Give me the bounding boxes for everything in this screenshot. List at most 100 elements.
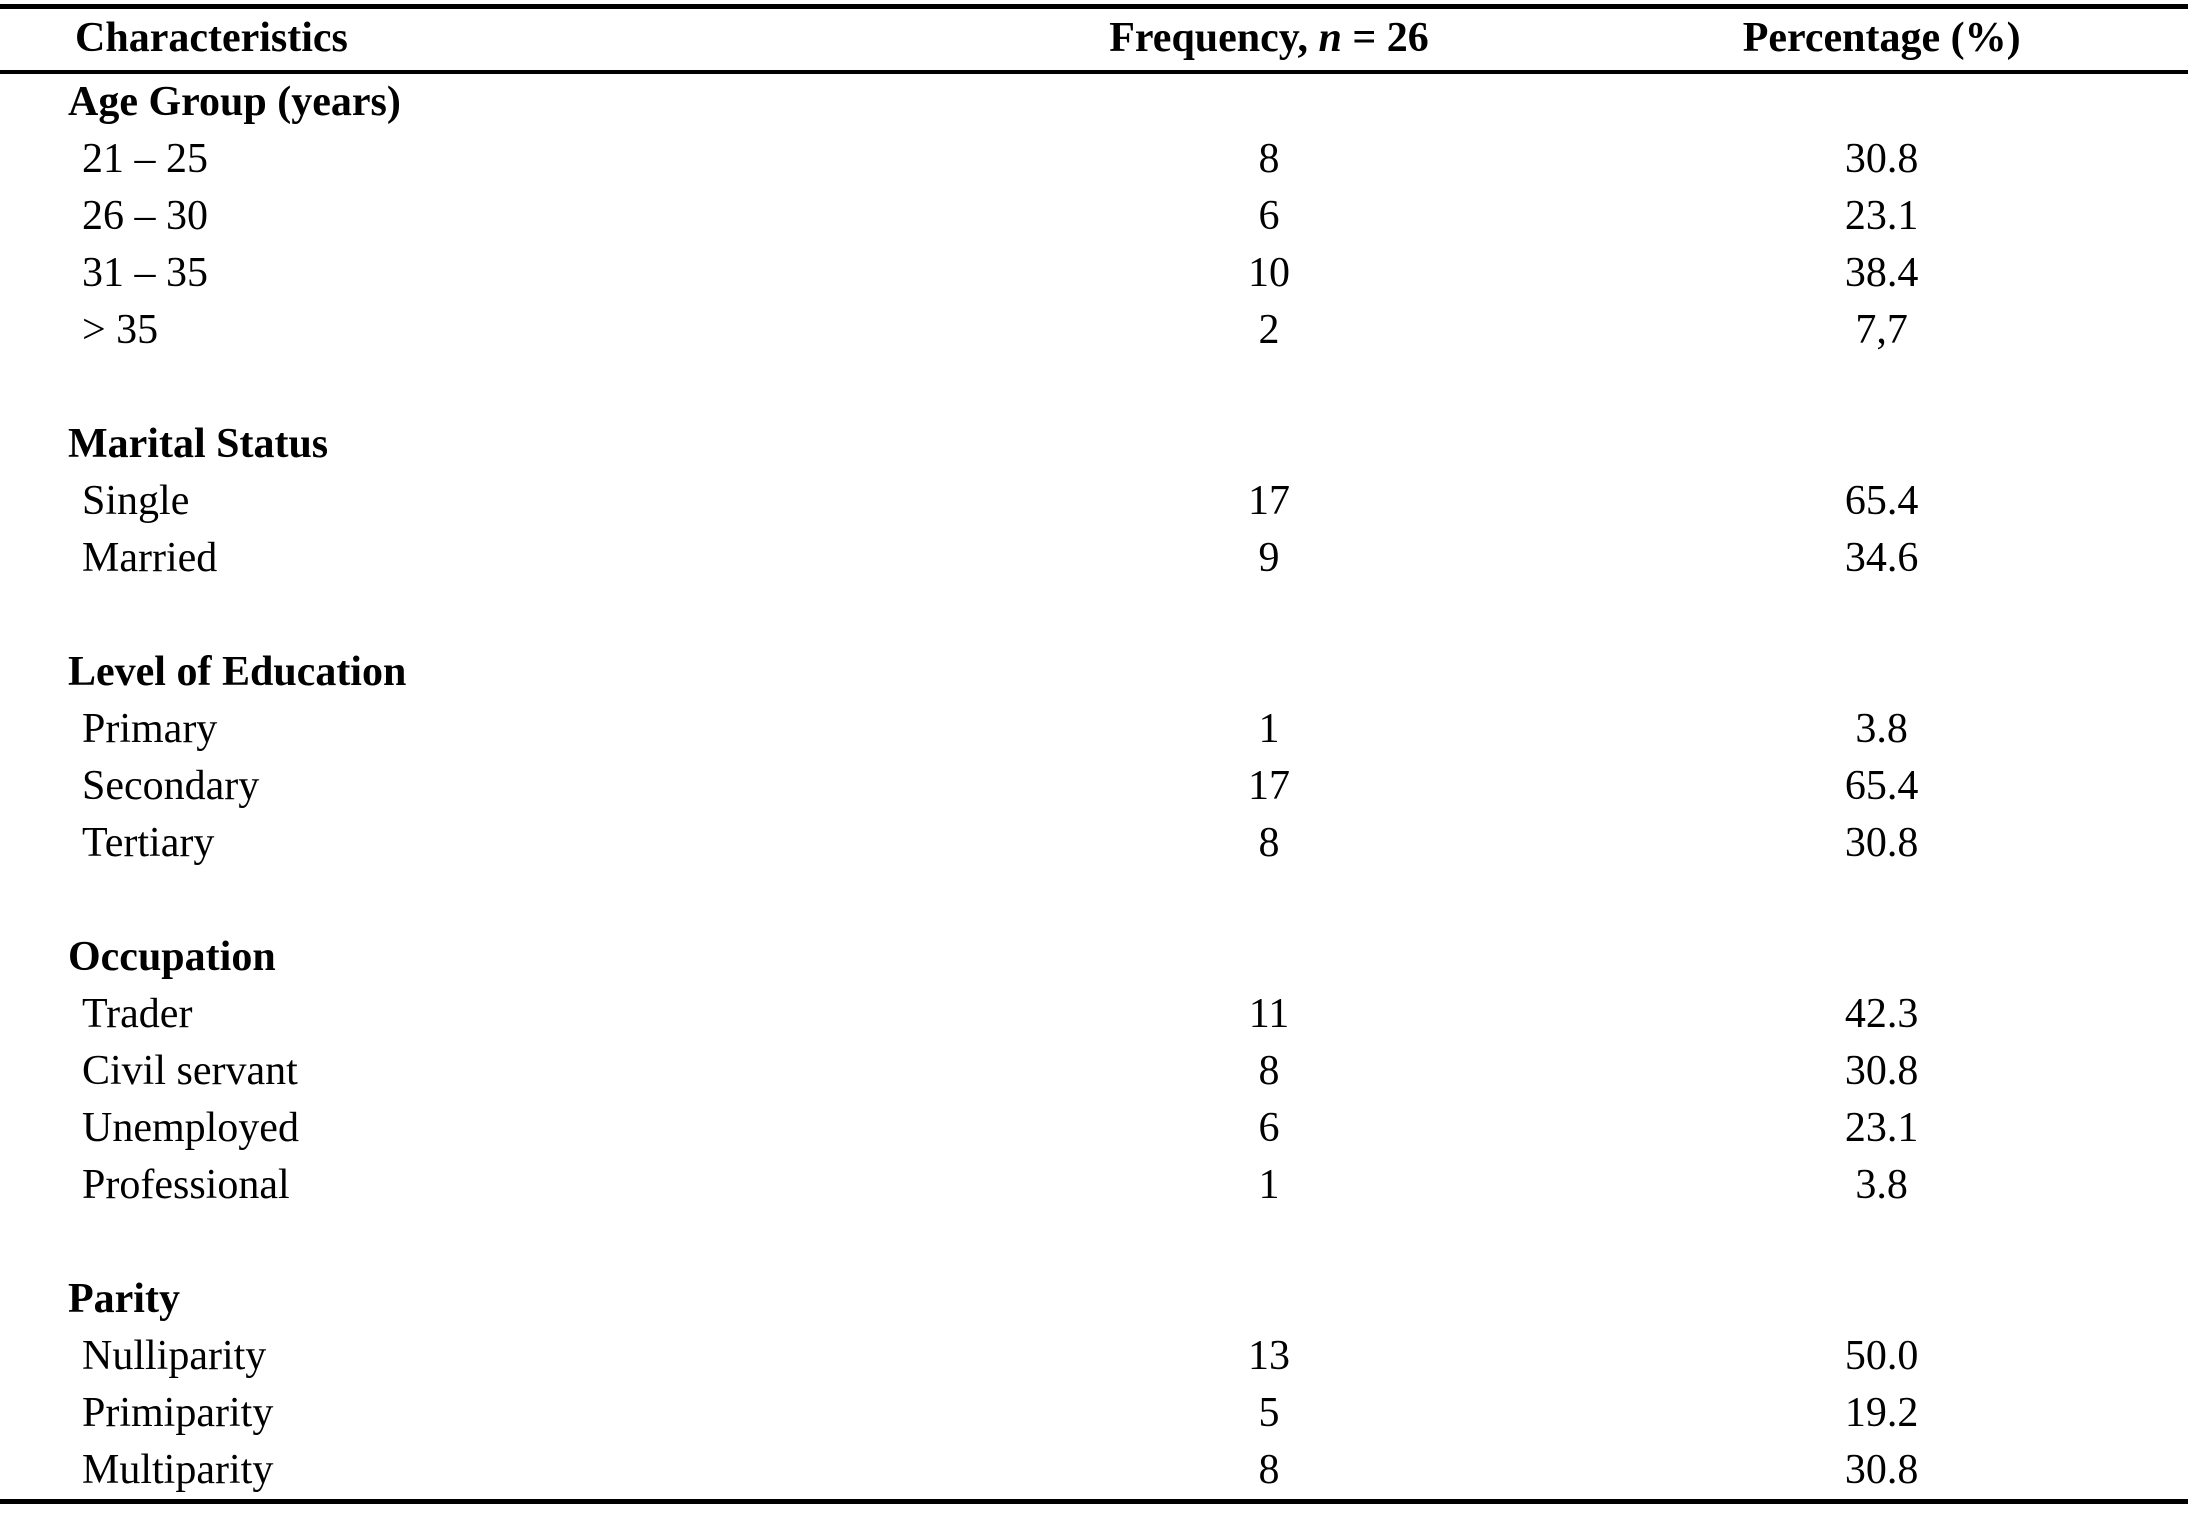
characteristic-label: Secondary xyxy=(82,763,260,809)
frequency-value: 17 xyxy=(1248,478,1291,524)
spacer-cell xyxy=(0,359,2188,416)
data-row: 31 – 35 10 38.4 xyxy=(0,245,2188,302)
frequency-value: 8 xyxy=(1258,1048,1280,1094)
characteristic-label: Tertiary xyxy=(82,820,215,866)
frequency-header-value: = 26 xyxy=(1341,15,1429,61)
spacer-cell xyxy=(0,872,2188,929)
data-row: Married 9 34.6 xyxy=(0,530,2188,587)
section-title-row: Parity xyxy=(0,1271,2188,1328)
section-title-frequency-empty xyxy=(963,929,1576,986)
frequency-value: 11 xyxy=(1248,991,1290,1037)
percentage-value: 23.1 xyxy=(1844,193,1919,239)
characteristic-label: Primiparity xyxy=(82,1390,274,1436)
data-row: Professional 1 3.8 xyxy=(0,1157,2188,1214)
section-title-row: Level of Education xyxy=(0,644,2188,701)
column-header-frequency: Frequency, n = 26 xyxy=(962,6,1576,74)
frequency-value: 13 xyxy=(1248,1333,1291,1379)
section-title: Level of Education xyxy=(68,649,407,695)
percentage-value: 30.8 xyxy=(1844,820,1919,866)
characteristic-label: Civil servant xyxy=(82,1048,298,1094)
header-row: Characteristics Frequency, n = 26 Percen… xyxy=(0,6,2188,74)
percentage-value: 38.4 xyxy=(1844,250,1919,296)
column-header-characteristics: Characteristics xyxy=(0,6,963,74)
section-title-frequency-empty xyxy=(963,644,1576,701)
characteristic-label: Primary xyxy=(82,706,218,752)
section-title-frequency-empty xyxy=(963,1271,1576,1328)
percentage-value: 7,7 xyxy=(1855,307,1908,353)
percentage-value: 65.4 xyxy=(1844,478,1919,524)
frequency-value: 1 xyxy=(1258,706,1280,752)
characteristic-label: Multiparity xyxy=(82,1447,274,1493)
data-row: Multiparity 8 30.8 xyxy=(0,1442,2188,1502)
spacer-cell xyxy=(0,587,2188,644)
section-title: Occupation xyxy=(68,934,276,980)
frequency-value: 6 xyxy=(1258,193,1280,239)
frequency-value: 10 xyxy=(1248,250,1291,296)
frequency-value: 8 xyxy=(1258,136,1280,182)
data-row: Primary 1 3.8 xyxy=(0,701,2188,758)
percentage-value: 23.1 xyxy=(1844,1105,1919,1151)
data-row: Primiparity 5 19.2 xyxy=(0,1385,2188,1442)
section-title: Marital Status xyxy=(68,421,329,467)
characteristic-label: 26 – 30 xyxy=(82,193,208,239)
frequency-value: 6 xyxy=(1258,1105,1280,1151)
table-header: Characteristics Frequency, n = 26 Percen… xyxy=(0,6,2188,74)
frequency-value: 8 xyxy=(1258,1447,1280,1493)
section-spacer-row xyxy=(0,359,2188,416)
table-body: Age Group (years) 21 – 25 8 30.8 26 – 30 6 23.… xyxy=(0,72,2188,1502)
column-header-percentage: Percentage (%) xyxy=(1575,6,2188,74)
section-title-row: Occupation xyxy=(0,929,2188,986)
characteristic-label: Trader xyxy=(82,991,193,1037)
percentage-value: 19.2 xyxy=(1844,1390,1919,1436)
frequency-value: 5 xyxy=(1258,1390,1280,1436)
section-title-row: Marital Status xyxy=(0,416,2188,473)
characteristic-label: Married xyxy=(82,535,218,581)
data-row: Single 17 65.4 xyxy=(0,473,2188,530)
frequency-header-text: Frequency, xyxy=(1109,15,1319,61)
characteristic-label: Nulliparity xyxy=(82,1333,267,1379)
percentage-value: 30.8 xyxy=(1844,1447,1919,1493)
characteristic-label: 31 – 35 xyxy=(82,250,208,296)
section-title: Parity xyxy=(68,1276,180,1322)
spacer-cell xyxy=(0,1214,2188,1271)
characteristic-label: 21 – 25 xyxy=(82,136,208,182)
percentage-value: 3.8 xyxy=(1855,706,1908,752)
section-title-percentage-empty xyxy=(1575,644,2188,701)
frequency-header-n-italic: n xyxy=(1318,15,1342,61)
frequency-value: 8 xyxy=(1258,820,1280,866)
data-row: 21 – 25 8 30.8 xyxy=(0,131,2188,188)
section-title-percentage-empty xyxy=(1575,1271,2188,1328)
percentage-value: 42.3 xyxy=(1844,991,1919,1037)
percentage-value: 30.8 xyxy=(1844,136,1919,182)
frequency-value: 1 xyxy=(1258,1162,1280,1208)
section-spacer-row xyxy=(0,1214,2188,1271)
percentage-value: 50.0 xyxy=(1844,1333,1919,1379)
percentage-value: 30.8 xyxy=(1844,1048,1919,1094)
percentage-value: 3.8 xyxy=(1855,1162,1908,1208)
frequency-value: 17 xyxy=(1248,763,1291,809)
data-row: 26 – 30 6 23.1 xyxy=(0,188,2188,245)
section-title-frequency-empty xyxy=(963,72,1576,131)
section-title-percentage-empty xyxy=(1575,72,2188,131)
section-title-percentage-empty xyxy=(1575,929,2188,986)
frequency-value: 2 xyxy=(1258,307,1280,353)
percentage-value: 65.4 xyxy=(1844,763,1919,809)
data-row: Secondary 17 65.4 xyxy=(0,758,2188,815)
frequency-value: 9 xyxy=(1258,535,1280,581)
data-row: Nulliparity 13 50.0 xyxy=(0,1328,2188,1385)
data-row: Tertiary 8 30.8 xyxy=(0,815,2188,872)
data-row: Trader 11 42.3 xyxy=(0,986,2188,1043)
section-title-percentage-empty xyxy=(1575,416,2188,473)
percentage-value: 34.6 xyxy=(1844,535,1919,581)
section-spacer-row xyxy=(0,872,2188,929)
characteristic-label: Unemployed xyxy=(82,1105,299,1151)
section-title-frequency-empty xyxy=(963,416,1576,473)
section-title-row: Age Group (years) xyxy=(0,72,2188,131)
data-row: > 35 2 7,7 xyxy=(0,302,2188,359)
section-spacer-row xyxy=(0,587,2188,644)
section-title: Age Group (years) xyxy=(68,79,401,125)
characteristic-label: Professional xyxy=(82,1162,290,1208)
data-row: Unemployed 6 23.1 xyxy=(0,1100,2188,1157)
data-row: Civil servant 8 30.8 xyxy=(0,1043,2188,1100)
